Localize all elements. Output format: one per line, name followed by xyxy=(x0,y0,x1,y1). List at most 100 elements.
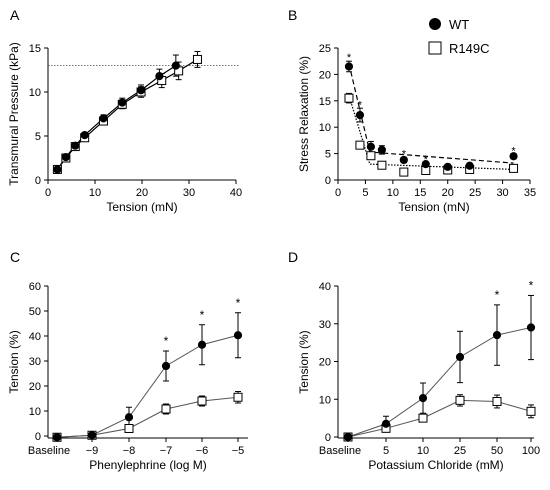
point-r149c xyxy=(377,160,387,170)
point-wt xyxy=(344,62,354,71)
y-tick-label: 5 xyxy=(325,149,331,161)
x-tick-label: 0 xyxy=(335,187,341,199)
x-tick-label: 50 xyxy=(491,445,503,457)
point-wt xyxy=(465,161,474,170)
y-tick-label: 30 xyxy=(319,319,331,331)
point-wt xyxy=(421,160,430,169)
legend-label: WT xyxy=(449,17,469,32)
y-tick-label: 60 xyxy=(29,281,41,293)
legend-marker-r149c xyxy=(428,41,442,55)
point-r149c xyxy=(197,396,207,406)
point-wt xyxy=(53,165,62,174)
significance-star: * xyxy=(200,308,205,322)
x-tick-label: 10 xyxy=(417,445,429,457)
y-tick-label: 50 xyxy=(29,306,41,318)
point-r149c xyxy=(526,406,536,416)
x-tick-label: 5 xyxy=(362,187,368,199)
series-line-r149c xyxy=(56,58,198,170)
significance-star: * xyxy=(424,154,429,166)
point-wt xyxy=(87,431,97,440)
x-axis-label: Potassium Chloride (mM) xyxy=(368,458,503,472)
point-wt xyxy=(492,330,502,340)
series-line-r149c xyxy=(347,399,532,438)
y-tick-label: 0 xyxy=(325,432,331,444)
x-axis-label: Phenylephrine (log M) xyxy=(89,458,206,472)
point-wt xyxy=(99,114,108,123)
y-tick-label: 20 xyxy=(319,357,331,369)
series-line-r149c xyxy=(56,396,239,438)
y-tick-label: 40 xyxy=(29,331,41,343)
panel-letter-a: A xyxy=(10,7,20,23)
panel-letter-d: D xyxy=(288,249,298,265)
x-tick-label: Baseline xyxy=(28,445,70,457)
x-tick-label: 30 xyxy=(496,187,508,199)
point-r149c xyxy=(492,397,502,407)
point-wt xyxy=(71,141,80,150)
x-tick-label: 25 xyxy=(454,445,466,457)
panel-c: 0 10 20 30 40 50 60 Baseline −9 −8 −7 −6 −5 Phenyleph… xyxy=(7,281,248,472)
y-tick-label: 20 xyxy=(319,69,331,81)
y-tick-label: 10 xyxy=(319,122,331,134)
point-wt xyxy=(355,110,365,120)
x-tick-label: Baseline xyxy=(319,445,361,457)
point-r149c xyxy=(192,54,202,64)
point-r149c xyxy=(233,392,243,402)
point-r149c xyxy=(124,424,134,433)
y-tick-label: 0 xyxy=(35,175,41,187)
panel-a: 0 5 10 15 0 10 20 30 40 Tension (mN) Transmural Pr… xyxy=(7,42,242,214)
point-r149c xyxy=(344,93,354,103)
x-axis-label: Tension (mN) xyxy=(106,200,177,214)
y-tick-label: 0 xyxy=(35,431,41,443)
y-tick-label: 10 xyxy=(29,87,41,99)
x-tick-label: 10 xyxy=(387,187,399,199)
point-wt xyxy=(118,98,127,107)
x-tick-label: 25 xyxy=(469,187,481,199)
point-wt xyxy=(52,433,62,442)
series-line-wt xyxy=(347,327,532,438)
x-tick-label: 35 xyxy=(524,187,536,199)
y-axis-label: Stress Relaxation (%) xyxy=(297,56,311,172)
y-tick-label: 0 xyxy=(325,175,331,187)
significance-star: * xyxy=(529,278,534,292)
series-line-wt xyxy=(56,334,239,438)
y-tick-label: 10 xyxy=(319,394,331,406)
x-tick-label: −5 xyxy=(232,445,245,457)
x-tick-label: −8 xyxy=(123,445,136,457)
point-wt xyxy=(455,352,465,362)
point-wt xyxy=(526,323,536,332)
x-axis-label: Tension (mN) xyxy=(398,200,469,214)
y-tick-label: 20 xyxy=(29,381,41,393)
y-tick-label: 15 xyxy=(29,43,41,55)
point-wt xyxy=(171,61,180,70)
point-wt xyxy=(381,419,391,428)
significance-star: * xyxy=(164,334,169,348)
point-wt xyxy=(377,145,386,155)
significance-star: * xyxy=(402,149,407,161)
point-wt xyxy=(161,361,171,371)
y-axis-label: Tension (%) xyxy=(7,330,21,393)
point-r149c xyxy=(366,151,376,161)
panel-d: 0 10 20 30 40 Baseline 5 10 25 50 100 Potassium Chl… xyxy=(297,278,540,472)
point-wt xyxy=(399,155,408,165)
point-r149c xyxy=(399,167,409,177)
point-wt xyxy=(124,413,134,422)
panel-b: 0 5 10 15 20 25 0 5 10 15 20 25 30 35 Tension (mN) Stre… xyxy=(297,17,536,214)
x-tick-label: 40 xyxy=(230,187,242,199)
point-wt xyxy=(343,432,353,442)
x-tick-label: 20 xyxy=(136,187,148,199)
point-wt xyxy=(80,131,89,140)
significance-star: * xyxy=(347,52,352,64)
legend-label: R149C xyxy=(449,41,489,56)
significance-star: * xyxy=(358,99,363,111)
y-axis-label: Tension (%) xyxy=(297,330,311,393)
x-tick-label: −9 xyxy=(86,445,99,457)
y-tick-label: 10 xyxy=(29,406,41,418)
x-tick-label: 100 xyxy=(522,445,540,457)
x-tick-label: 15 xyxy=(414,187,426,199)
point-wt xyxy=(443,162,452,171)
legend-marker-wt xyxy=(429,18,441,30)
point-wt xyxy=(136,86,146,95)
point-r149c xyxy=(355,140,365,150)
significance-star: * xyxy=(495,288,500,302)
point-wt xyxy=(418,394,428,403)
